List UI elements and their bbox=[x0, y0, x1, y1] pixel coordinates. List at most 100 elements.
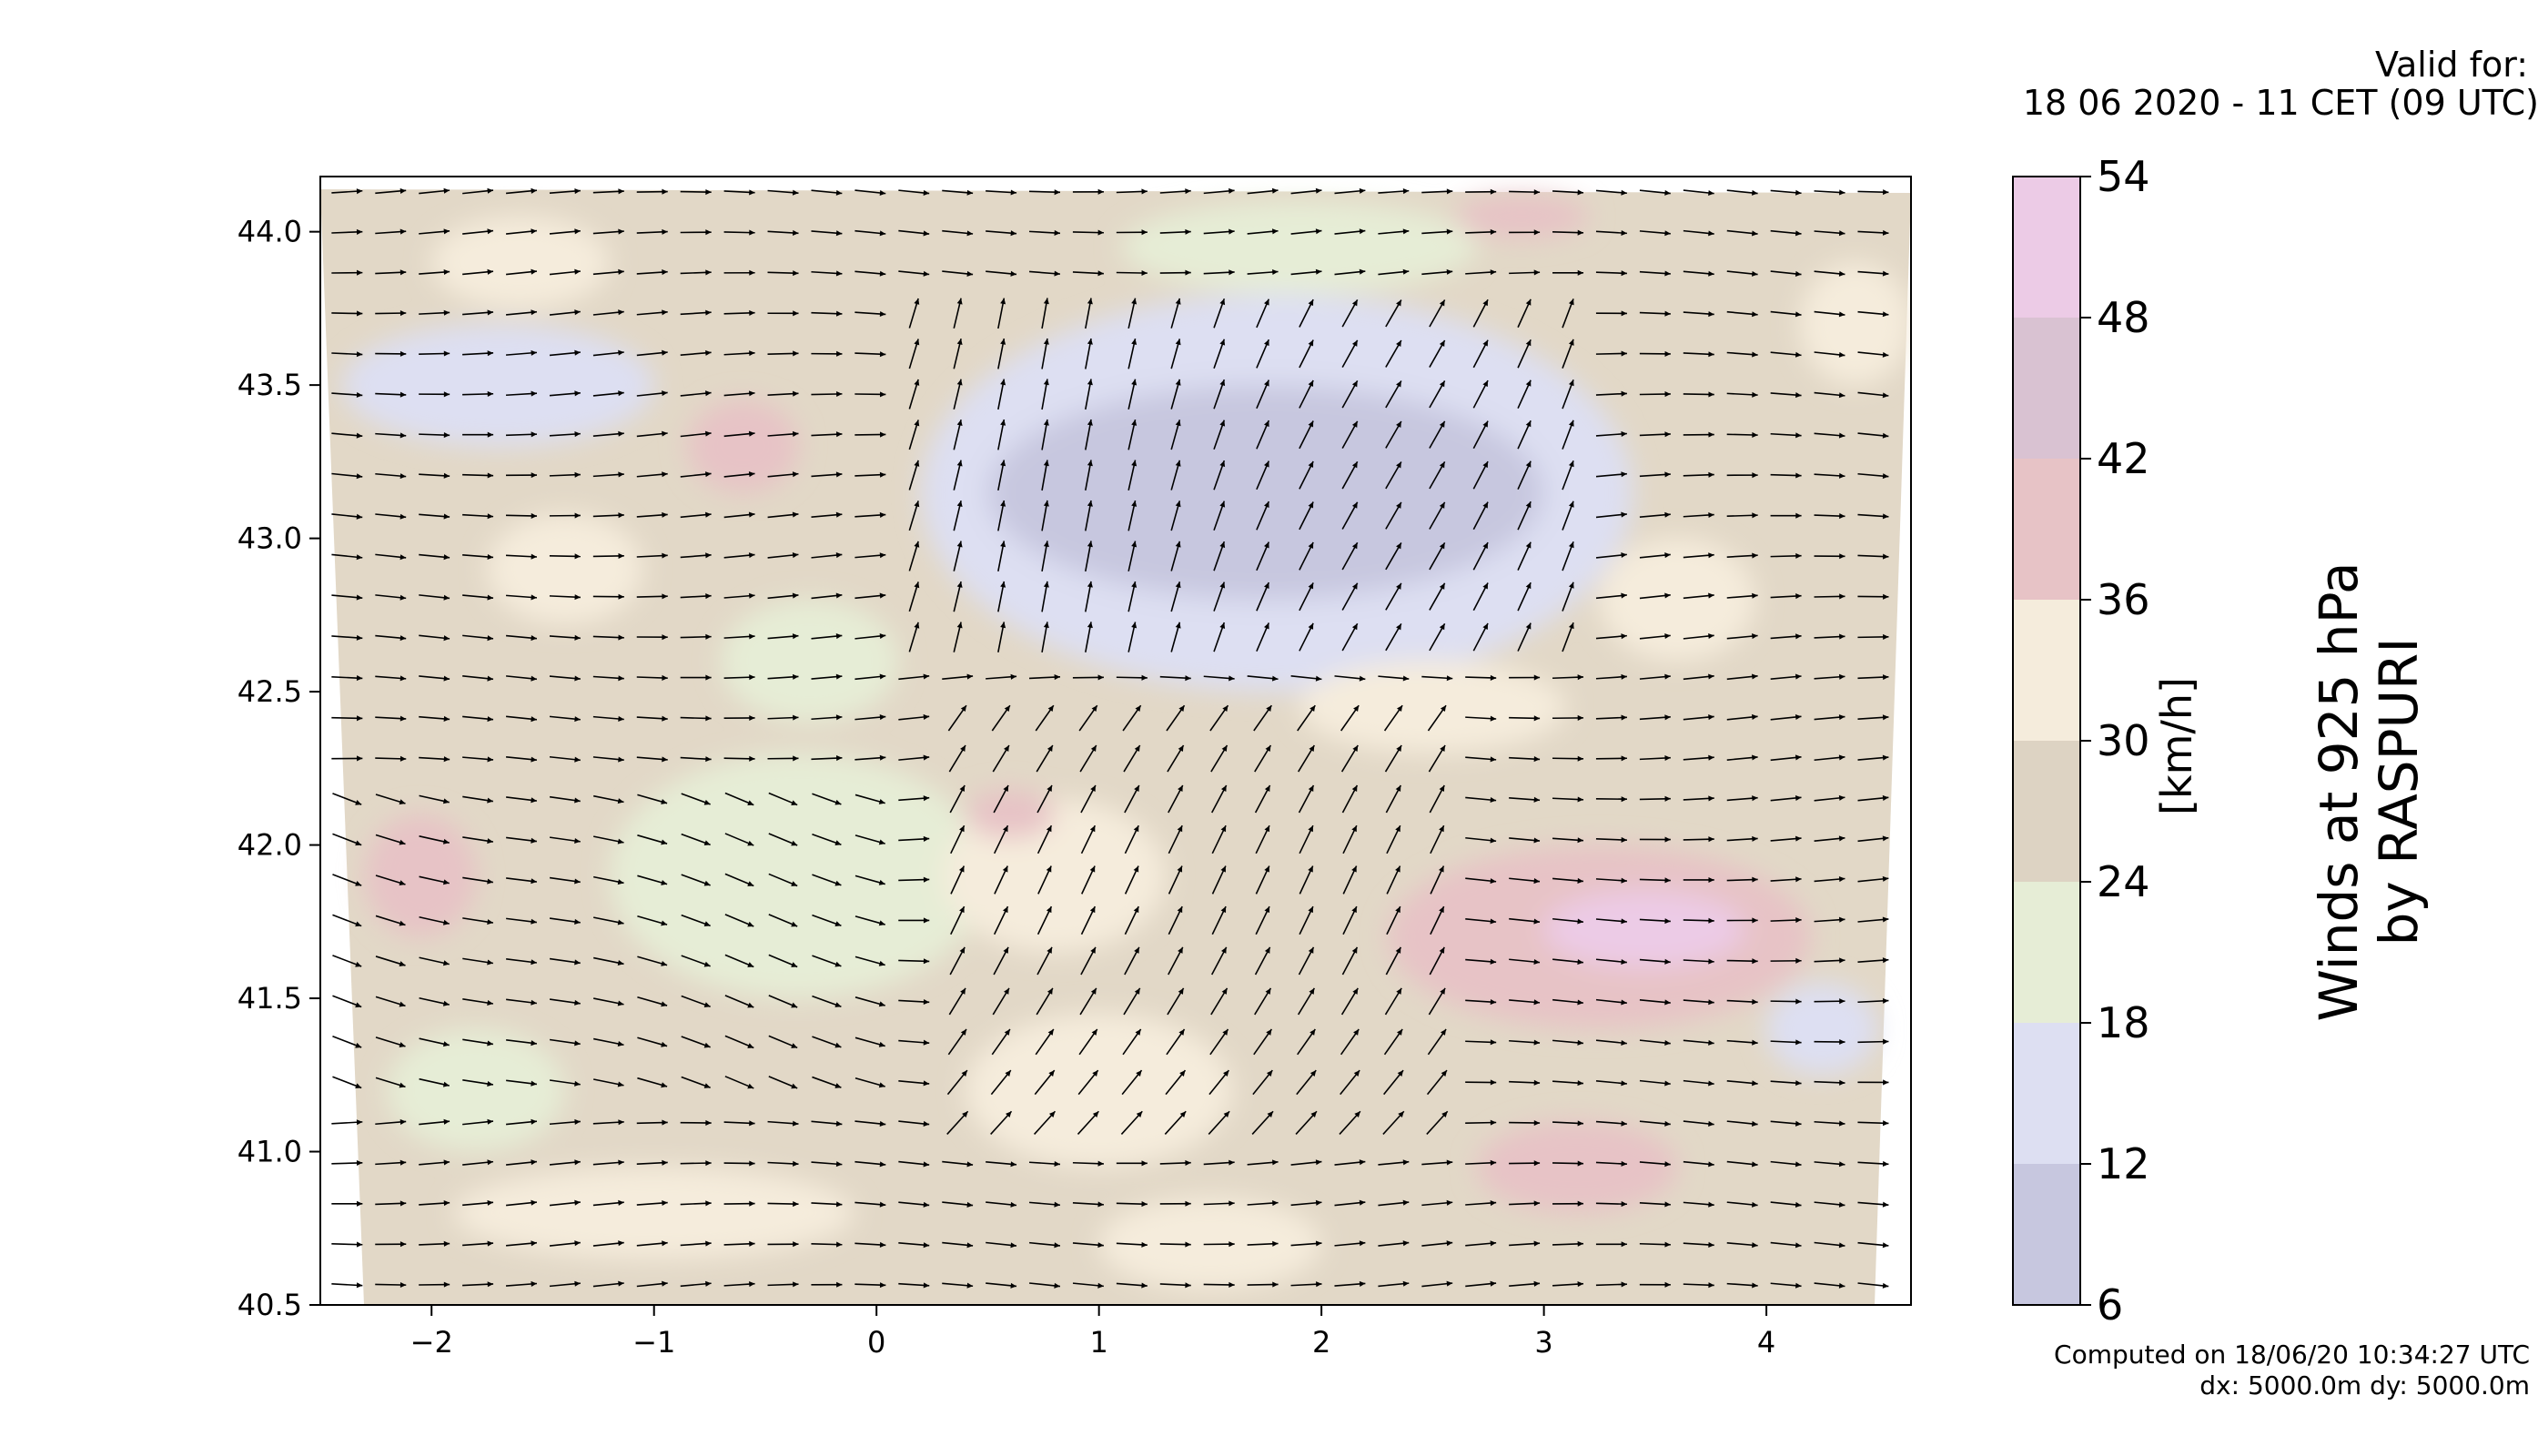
wind-arrow bbox=[1683, 552, 1714, 559]
wind-arrow bbox=[592, 756, 624, 763]
x-tick-label: 3 bbox=[1534, 1325, 1552, 1360]
wind-arrow bbox=[1726, 998, 1758, 1005]
wind-arrow bbox=[1166, 704, 1186, 732]
wind-arrow bbox=[1814, 673, 1845, 680]
wind-arrow bbox=[898, 673, 930, 681]
wind-arrow bbox=[767, 1281, 799, 1288]
wind-arrow bbox=[1726, 431, 1758, 439]
wind-arrow bbox=[1595, 1160, 1627, 1167]
wind-arrow bbox=[1341, 501, 1359, 530]
wind-arrow bbox=[1290, 675, 1322, 682]
wind-arrow bbox=[811, 1281, 843, 1288]
wind-arrow bbox=[1683, 1241, 1714, 1248]
wind-arrow bbox=[1341, 379, 1359, 409]
wind-arrow bbox=[1211, 824, 1227, 854]
wind-arrow bbox=[1595, 1201, 1627, 1208]
wind-arrow bbox=[1465, 958, 1497, 965]
wind-arrow bbox=[1770, 713, 1802, 721]
wind-arrow bbox=[1341, 420, 1359, 449]
wind-arrow bbox=[723, 269, 755, 276]
speed-region bbox=[1477, 1120, 1678, 1213]
speed-region bbox=[1454, 195, 1589, 238]
wind-arrow bbox=[908, 379, 920, 410]
wind-arrow bbox=[1072, 1282, 1104, 1289]
wind-arrow bbox=[1341, 582, 1359, 611]
wind-arrow bbox=[636, 634, 668, 641]
wind-arrow bbox=[1509, 1079, 1541, 1086]
wind-arrow bbox=[991, 704, 1011, 732]
wind-arrow bbox=[375, 350, 407, 357]
wind-arrow bbox=[1072, 1242, 1104, 1249]
wind-arrow bbox=[1334, 1199, 1366, 1207]
wind-arrow bbox=[1509, 1280, 1541, 1288]
wind-arrow bbox=[767, 229, 799, 236]
wind-arrow bbox=[1595, 229, 1627, 237]
wind-arrow bbox=[854, 754, 886, 761]
wind-arrow bbox=[636, 756, 668, 763]
wind-arrow bbox=[1517, 622, 1532, 652]
wind-arrow bbox=[1299, 824, 1314, 854]
wind-arrow bbox=[506, 836, 537, 844]
wind-arrow bbox=[1334, 228, 1366, 235]
wind-arrow bbox=[1170, 622, 1181, 652]
wind-arrow bbox=[331, 432, 363, 439]
wind-arrow bbox=[1299, 298, 1314, 328]
wind-arrow bbox=[1159, 228, 1191, 235]
wind-arrow bbox=[419, 675, 450, 682]
x-tick-label: −2 bbox=[410, 1325, 453, 1360]
wind-arrow bbox=[681, 1036, 711, 1048]
wind-arrow bbox=[1726, 1080, 1758, 1087]
wind-arrow bbox=[592, 1240, 624, 1247]
wind-arrow bbox=[1857, 997, 1889, 1004]
y-tick-label: 40.5 bbox=[238, 1288, 302, 1322]
wind-arrow bbox=[1595, 714, 1627, 721]
wind-arrow bbox=[1814, 1282, 1845, 1289]
wind-arrow bbox=[767, 350, 799, 357]
wind-arrow bbox=[1036, 946, 1053, 976]
wind-arrow bbox=[1465, 228, 1497, 235]
wind-arrow bbox=[549, 430, 581, 438]
wind-arrow bbox=[1552, 269, 1584, 276]
wind-arrow bbox=[854, 1077, 885, 1088]
wind-arrow bbox=[953, 622, 963, 652]
wind-arrow bbox=[1726, 229, 1758, 237]
wind-arrow bbox=[1770, 593, 1802, 600]
wind-arrow bbox=[1421, 188, 1453, 195]
wind-arrow bbox=[1857, 1160, 1889, 1168]
wind-arrow bbox=[1036, 824, 1053, 854]
wind-arrow bbox=[1509, 837, 1541, 844]
wind-arrow bbox=[1770, 1241, 1802, 1249]
wind-arrow bbox=[549, 1199, 581, 1207]
wind-arrow bbox=[506, 187, 538, 195]
wind-arrow bbox=[375, 310, 407, 317]
wind-arrow bbox=[1159, 1200, 1191, 1207]
wind-arrow bbox=[1385, 622, 1402, 652]
wind-arrow bbox=[986, 1201, 1017, 1208]
wind-arrow bbox=[1857, 513, 1889, 520]
wind-arrow bbox=[1465, 674, 1497, 681]
wind-arrow bbox=[636, 228, 668, 235]
wind-arrow bbox=[1639, 270, 1671, 277]
wind-arrow bbox=[462, 513, 494, 520]
wind-arrow bbox=[1857, 432, 1889, 439]
wind-arrow bbox=[723, 430, 755, 438]
wind-arrow bbox=[854, 794, 885, 804]
wind-arrow bbox=[592, 512, 624, 519]
wind-arrow bbox=[898, 229, 930, 237]
wind-arrow bbox=[1639, 310, 1671, 317]
wind-arrow bbox=[1509, 1240, 1541, 1247]
wind-arrow bbox=[1034, 1069, 1056, 1096]
wind-arrow bbox=[1770, 270, 1802, 277]
wind-arrow bbox=[854, 1282, 886, 1289]
wind-arrow bbox=[1552, 796, 1584, 803]
colorbar-segment bbox=[2013, 882, 2080, 1023]
wind-arrow bbox=[592, 430, 624, 438]
wind-arrow bbox=[1814, 998, 1845, 1005]
wind-arrow bbox=[1683, 1282, 1714, 1289]
wind-arrow bbox=[375, 834, 406, 845]
wind-arrow bbox=[997, 581, 1006, 612]
wind-arrow bbox=[375, 594, 407, 601]
wind-arrow bbox=[592, 471, 624, 478]
wind-arrow bbox=[637, 875, 668, 885]
wind-arrow bbox=[1429, 299, 1446, 328]
